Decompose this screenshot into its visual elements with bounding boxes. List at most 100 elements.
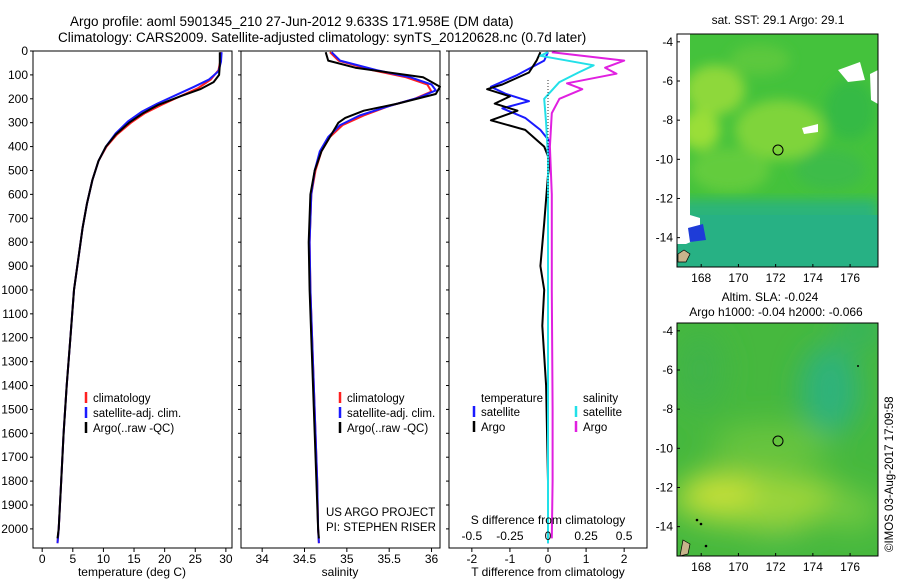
temperature-ytick-label: 300 <box>8 116 28 130</box>
sla_map-ytick-label: -4 <box>662 324 673 338</box>
sla_map-ytick-label: -10 <box>656 441 674 455</box>
sst-map-title: sat. SST: 29.1 Argo: 29.1 <box>712 13 845 27</box>
salinity-series-line-1 <box>308 51 437 544</box>
sla_map-ytick-label: -6 <box>662 363 673 377</box>
sla-map-title: Altim. SLA: -0.024 <box>722 290 819 304</box>
temperature-legend-label-1: satellite-adj. clim. <box>93 408 181 420</box>
sla_map-xtick-label: 170 <box>728 560 748 574</box>
differences-series-line-1 <box>486 51 551 539</box>
diff-legend-label-2: satellite <box>583 407 622 419</box>
temperature-ytick-label: 100 <box>8 68 28 82</box>
differences-xtick-label: 1 <box>583 552 590 566</box>
differences-xtick-label: -1 <box>505 552 516 566</box>
sst_map-ytick-label: -12 <box>656 191 674 205</box>
temperature-xtick-label: 10 <box>97 552 111 566</box>
temperature-ytick-label: 800 <box>8 235 28 249</box>
sst_map-ytick-label: -8 <box>662 113 673 127</box>
sst_map-ytick-label: -14 <box>656 231 674 245</box>
salinity-diff-tick-label: 0.25 <box>574 529 598 543</box>
temperature-panel: 0 5 10 15 20 25 300100200300400500600700800900… <box>1 44 233 579</box>
sst_map-xtick-label: 170 <box>728 271 748 285</box>
temperature-xtick-label: 25 <box>189 552 203 566</box>
difference-xlabel: T difference from climatology <box>471 565 625 579</box>
sla_map-xtick-label: 176 <box>840 560 860 574</box>
salinity-diff-tick-label: -0.25 <box>496 529 524 543</box>
temperature-xtick-label: 0 <box>39 552 46 566</box>
temperature-xtick-label: 5 <box>69 552 76 566</box>
temperature-ytick-label: 1800 <box>1 474 28 488</box>
project-annotation: US ARGO PROJECT <box>326 507 435 519</box>
salinity-diff-xlabel: S difference from climatology <box>471 513 626 527</box>
salinity-diff-tick-label: 0 <box>545 529 552 543</box>
temperature-legend-label-0: climatology <box>93 393 151 405</box>
sst_map-ytick-label: -4 <box>662 35 673 49</box>
sst_map-ytick-label: -6 <box>662 74 673 88</box>
salinity-diff-tick-label: 0.5 <box>616 529 633 543</box>
differences-xtick-label: -2 <box>467 552 478 566</box>
salinity-xtick-label: 34 <box>255 552 269 566</box>
salinity-axes <box>240 50 441 549</box>
diff-legend-label-3: Argo <box>583 422 607 434</box>
salinity-xtick-label: 34.5 <box>293 552 317 566</box>
temperature-ytick-label: 0 <box>21 44 28 58</box>
temperature-xtick-label: 30 <box>219 552 233 566</box>
differences-series-line-0 <box>489 51 551 544</box>
sla_map-ytick-label: -8 <box>662 402 673 416</box>
salinity-xlabel: salinity <box>322 565 359 579</box>
figure-title-line1: Argo profile: aoml 5901345_210 27-Jun-20… <box>70 14 514 29</box>
temperature-series-line-1 <box>56 52 223 544</box>
sla_map-xtick-label: 172 <box>766 560 786 574</box>
figure-title-line2: Climatology: CARS2009. Satellite-adjuste… <box>58 30 586 45</box>
difference-panel: -2 -1 0 1 2 -0.5 -0.25 0 0.25 0.5 T difference fr… <box>446 50 648 579</box>
salinity-xtick-label: 36 <box>425 552 439 566</box>
temperature-series-line-2 <box>56 52 221 539</box>
salinity-xtick-label: 35.5 <box>378 552 402 566</box>
temperature-ytick-label: 1900 <box>1 498 28 512</box>
sst_map-xtick-label: 172 <box>766 271 786 285</box>
temperature-ytick-label: 700 <box>8 211 28 225</box>
temperature-ytick-label: 1000 <box>1 283 28 297</box>
diff-legend-label-0: satellite <box>481 407 520 419</box>
sla-map-panel: Altim. SLA: -0.024 Argo h1000: -0.04 h20… <box>656 290 879 574</box>
sla_map-ytick-label: -14 <box>656 520 674 534</box>
temperature-ytick-label: 2000 <box>1 522 28 536</box>
sla_map-ytick-label: -12 <box>656 480 674 494</box>
sla_map-xtick-label: 174 <box>803 560 823 574</box>
temperature-ytick-label: 1600 <box>1 426 28 440</box>
diff-legend-label-1: Argo <box>481 422 505 434</box>
differences-xtick-label: 2 <box>621 552 628 566</box>
temperature-legend-label-2: Argo(..raw -QC) <box>93 423 174 435</box>
diff-legend-temperature-header: temperature <box>481 393 543 405</box>
temperature-ytick-label: 600 <box>8 187 28 201</box>
temperature-ytick-label: 500 <box>8 163 28 177</box>
temperature-xlabel: temperature (deg C) <box>78 565 186 579</box>
temperature-ytick-label: 1200 <box>1 331 28 345</box>
differences-series-line-2 <box>539 51 595 544</box>
diff-legend-salinity-header: salinity <box>583 393 618 405</box>
temperature-ytick-label: 400 <box>8 140 28 154</box>
salinity-diff-tick-label: -0.5 <box>462 529 483 543</box>
sst_map-ytick-label: -10 <box>656 152 674 166</box>
temperature-ytick-label: 200 <box>8 92 28 106</box>
imos-credit: ©IMOS 03-Aug-2017 17:09:58 <box>884 396 896 552</box>
temperature-ytick-label: 1300 <box>1 355 28 369</box>
temperature-ytick-label: 1500 <box>1 402 28 416</box>
temperature-ytick-label: 900 <box>8 259 28 273</box>
salinity-xtick-label: 35 <box>340 552 354 566</box>
temperature-ytick-label: 1700 <box>1 450 28 464</box>
temperature-ytick-label: 1400 <box>1 379 28 393</box>
sst_map-xtick-label: 176 <box>840 271 860 285</box>
salinity-series-line-0 <box>308 51 433 544</box>
temperature-axes <box>32 50 233 549</box>
temperature-series-line-0 <box>56 52 222 544</box>
salinity-panel: 34 34.5 35 35.5 36 salinity climatology satel… <box>238 50 441 579</box>
salinity-legend-label-2: Argo(..raw -QC) <box>347 423 428 435</box>
differences-series-line-3 <box>548 51 626 539</box>
sst_map-xtick-label: 174 <box>803 271 823 285</box>
salinity-series-line-2 <box>307 51 441 539</box>
salinity-legend-label-1: satellite-adj. clim. <box>347 408 435 420</box>
pi-annotation: PI: STEPHEN RISER <box>326 522 436 534</box>
differences-xtick-label: 0 <box>545 552 552 566</box>
sst_map-xtick-label: 168 <box>691 271 711 285</box>
